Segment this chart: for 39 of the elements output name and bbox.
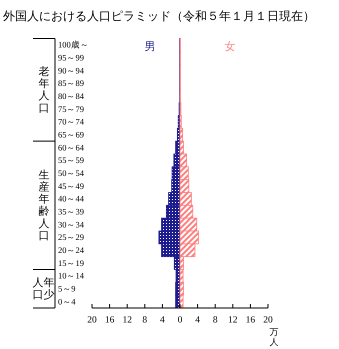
y-tick-label: 100歳～ <box>58 40 89 50</box>
y-tick-label: 65～69 <box>58 129 84 140</box>
x-tick-label: 8 <box>142 316 148 326</box>
x-tick-label: 20 <box>87 316 97 326</box>
text: 男 <box>144 41 156 53</box>
text: 年少人口 <box>32 276 54 302</box>
x-tick-label: 16 <box>246 316 256 326</box>
y-tick-label: 95～99 <box>58 52 84 62</box>
y-tick-label: 85～89 <box>58 78 84 88</box>
y-tick-label: 45～49 <box>58 180 84 191</box>
x-axis-title: 万人 <box>270 328 278 348</box>
y-tick-label: 90～94 <box>58 65 85 76</box>
chart-title: 外国人における人口ピラミッド（令和５年１月１日現在） <box>3 9 315 23</box>
y-tick-label: 80～84 <box>58 90 85 101</box>
x-tick-label: 4 <box>195 316 200 326</box>
text: 老年人口 <box>38 64 50 114</box>
y-tick-label: 20～24 <box>58 244 85 255</box>
x-tick-label: 16 <box>104 316 115 326</box>
y-tick-label: 30～34 <box>58 219 85 230</box>
y-tick-label: 10～14 <box>58 270 85 281</box>
y-tick-label: 5～9 <box>58 283 76 294</box>
text: 女 <box>224 41 236 53</box>
x-tick-label: 4 <box>160 316 166 326</box>
y-tick-label: 70～74 <box>58 116 85 127</box>
x-tick-label: 8 <box>212 316 218 326</box>
y-tick-label: 75～79 <box>58 104 84 114</box>
text: 生産年齢人口 <box>38 168 50 242</box>
y-tick-label: 15～19 <box>58 258 84 268</box>
y-tick-label: 40～44 <box>58 194 85 204</box>
y-tick-label: 60～64 <box>58 142 85 152</box>
y-tick-label: 50～54 <box>58 168 85 178</box>
x-tick-label: 12 <box>228 316 238 326</box>
x-tick-label: 20 <box>263 316 273 326</box>
y-tick-label: 55～59 <box>58 155 84 166</box>
x-tick-label: 12 <box>122 316 132 326</box>
y-tick-label: 35～39 <box>58 206 84 216</box>
y-tick-label: 25～29 <box>58 232 84 242</box>
y-tick-label: 0～4 <box>58 296 76 306</box>
x-tick-label: 0 <box>178 316 183 326</box>
